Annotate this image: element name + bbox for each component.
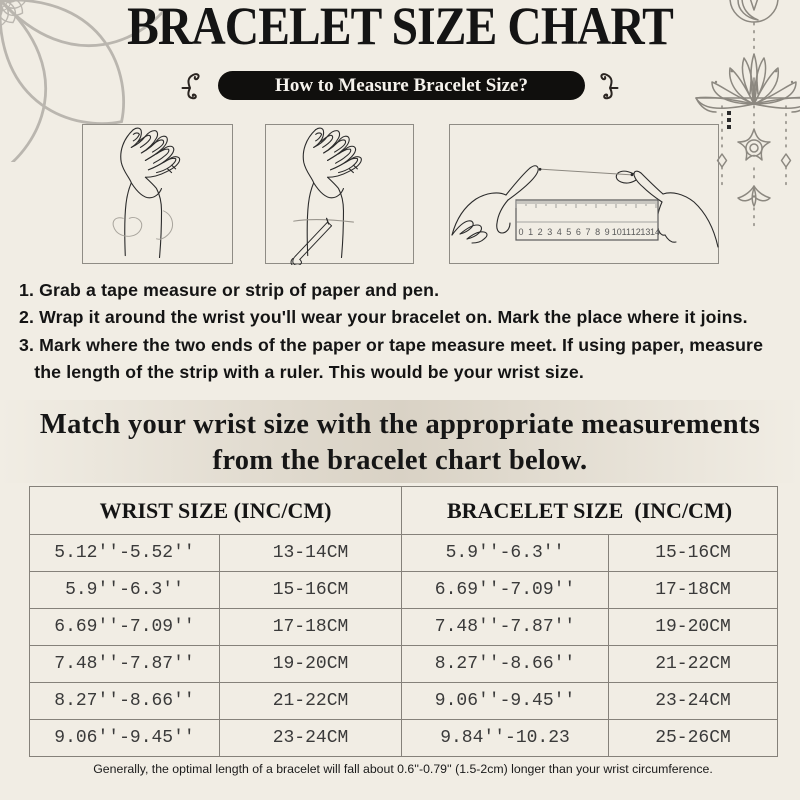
svg-text:3: 3 xyxy=(547,227,552,237)
svg-text:7: 7 xyxy=(585,227,590,237)
svg-text:8: 8 xyxy=(595,227,600,237)
svg-text:4: 4 xyxy=(557,227,562,237)
svg-text:6: 6 xyxy=(576,227,581,237)
svg-text:9: 9 xyxy=(605,227,610,237)
svg-text:0: 0 xyxy=(518,227,523,237)
svg-text:13: 13 xyxy=(640,227,650,237)
svg-text:14: 14 xyxy=(650,227,660,237)
svg-text:1: 1 xyxy=(528,227,533,237)
svg-text:12: 12 xyxy=(631,227,641,237)
svg-text:5: 5 xyxy=(566,227,571,237)
svg-text:11: 11 xyxy=(622,227,631,237)
svg-text:2: 2 xyxy=(538,227,543,237)
svg-text:10: 10 xyxy=(612,227,622,237)
